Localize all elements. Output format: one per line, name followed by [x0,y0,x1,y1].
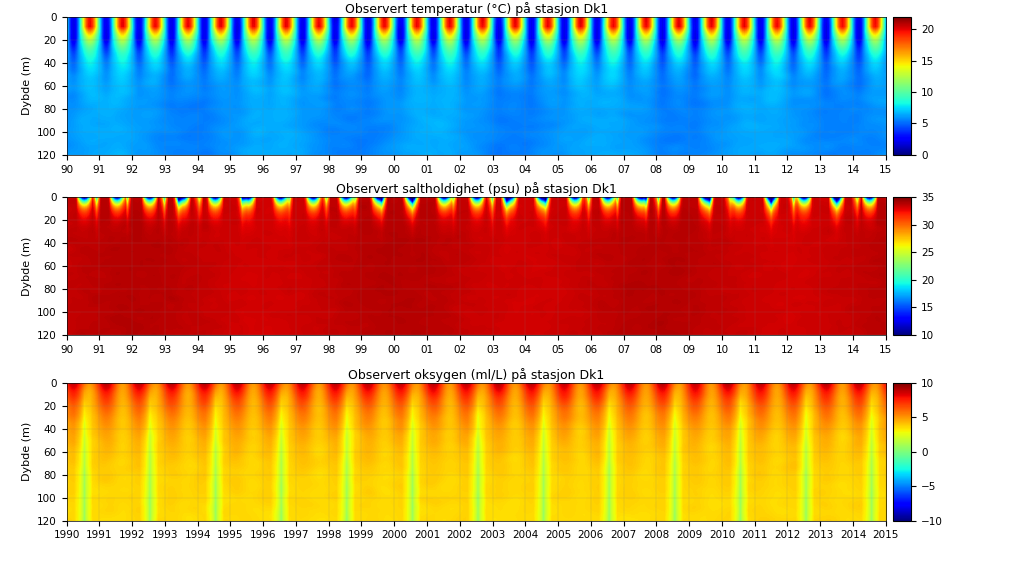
Y-axis label: Dybde (m): Dybde (m) [22,422,32,481]
Title: Observert oksygen (ml/L) på stasjon Dk1: Observert oksygen (ml/L) på stasjon Dk1 [348,368,604,382]
Title: Observert temperatur (°C) på stasjon Dk1: Observert temperatur (°C) på stasjon Dk1 [344,2,608,16]
Y-axis label: Dybde (m): Dybde (m) [22,236,32,296]
Y-axis label: Dybde (m): Dybde (m) [22,56,32,115]
Title: Observert saltholdighet (psu) på stasjon Dk1: Observert saltholdighet (psu) på stasjon… [336,182,616,196]
